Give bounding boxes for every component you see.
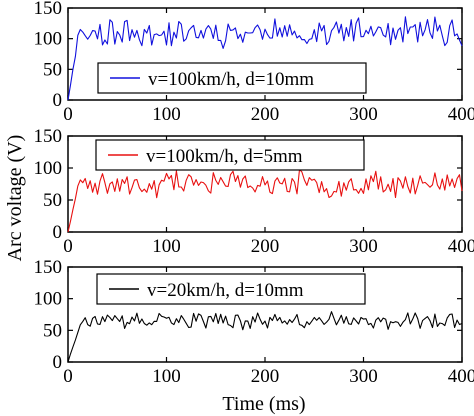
y-tick-label: 100 — [34, 158, 63, 179]
x-tick-label: 300 — [349, 366, 378, 387]
y-tick-label: 100 — [34, 289, 63, 310]
legend: v=20km/h, d=10mm — [96, 273, 366, 305]
series-line — [67, 168, 463, 233]
y-tick-label: 50 — [43, 320, 62, 341]
x-axis-label: Time (ms) — [222, 393, 305, 415]
x-tick-label: 100 — [152, 236, 181, 257]
y-tick-label: 0 — [53, 90, 63, 111]
x-tick-label: 400 — [448, 104, 474, 125]
x-tick-label: 0 — [63, 236, 73, 257]
x-tick-label: 200 — [251, 104, 280, 125]
x-tick-label: 100 — [152, 366, 181, 387]
y-tick-label: 0 — [53, 352, 63, 373]
x-tick-label: 300 — [349, 236, 378, 257]
legend-box — [96, 273, 366, 305]
y-tick-label: 150 — [34, 257, 63, 278]
x-tick-label: 200 — [251, 236, 280, 257]
panel-3: 0 100 200 300 400 0 50 100 150 v=20km/h, d=10mm — [34, 257, 474, 387]
x-tick-label: 400 — [448, 236, 474, 257]
legend: v=100km/h, d=5mm — [95, 139, 365, 171]
y-tick-label: 150 — [34, 0, 63, 19]
y-tick-label: 50 — [43, 190, 62, 211]
x-tick-label: 100 — [152, 104, 181, 125]
panel-1: 0 100 200 300 400 0 50 100 150 v=100km/h, d=10mm — [34, 0, 474, 125]
legend-box — [97, 62, 367, 94]
x-tick-label: 0 — [63, 104, 73, 125]
legend-label: v=100km/h, d=10mm — [148, 69, 314, 90]
legend-label: v=100km/h, d=5mm — [146, 146, 303, 167]
x-tick-label: 200 — [251, 366, 280, 387]
y-tick-label: 100 — [34, 29, 63, 50]
x-tick-label: 300 — [349, 104, 378, 125]
y-tick-label: 0 — [53, 222, 63, 243]
legend-box — [95, 139, 365, 171]
x-tick-label: 0 — [63, 366, 73, 387]
y-tick-label: 150 — [34, 126, 63, 147]
legend: v=100km/h, d=10mm — [97, 62, 367, 94]
legend-label: v=20km/h, d=10mm — [147, 280, 304, 301]
panel-2: 0 100 200 300 400 0 50 100 150 v=100km/h, d=5mm — [34, 126, 474, 257]
y-tick-label: 50 — [43, 59, 62, 80]
y-axis-label: Arc voltage (V) — [4, 135, 26, 262]
x-tick-label: 400 — [448, 366, 474, 387]
series-line — [67, 16, 463, 101]
series-line — [67, 311, 463, 363]
